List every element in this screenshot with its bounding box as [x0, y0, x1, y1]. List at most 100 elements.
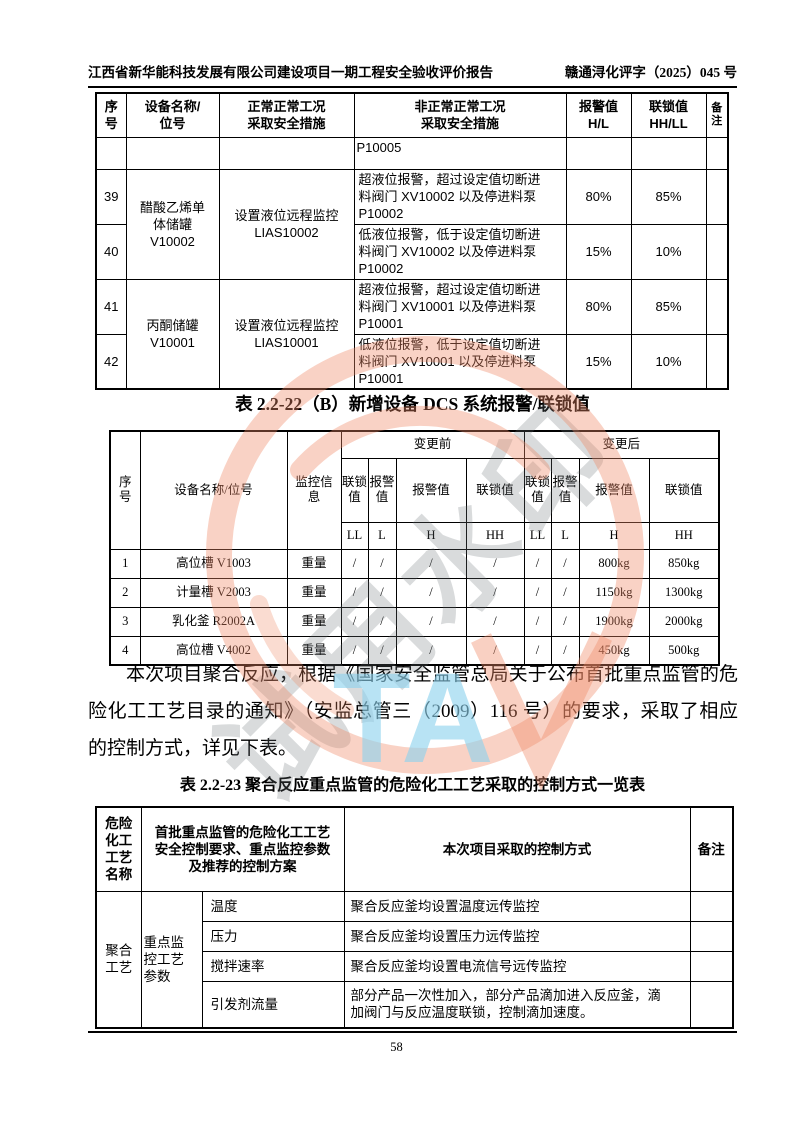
table-cell: / — [367, 606, 397, 637]
t1-note-cell — [705, 333, 729, 390]
t3-param-cell: 温度 — [201, 890, 345, 922]
t2-header-after: 变更后 — [523, 430, 720, 459]
t1-header-device: 设备名称/ 位号 — [125, 92, 220, 138]
t3-param-cell: 压力 — [201, 920, 345, 952]
t3-note-cell — [689, 950, 734, 982]
table-cell — [705, 136, 729, 170]
t2-info-cell: 重量 — [286, 577, 342, 608]
t1-measure-cell: 设置液位远程监控 LIAS10002 — [218, 168, 355, 280]
t1-interlock-cell: 10% — [630, 333, 707, 390]
t1-carry-cell: P10005 — [353, 136, 567, 170]
t2-header-interlock-ll: 联锁值 — [523, 457, 552, 523]
t1-header-seq: 序 号 — [95, 92, 127, 138]
table-cell: / — [340, 548, 369, 579]
page-header: 江西省新华能科技发展有限公司建设项目一期工程安全验收评价报告 赣通浔化评字（20… — [88, 61, 737, 88]
table-cell: / — [340, 577, 369, 608]
table-cell: / — [340, 635, 369, 666]
t2-sub-label: HH — [648, 521, 720, 550]
t2-row-no: 4 — [109, 635, 141, 666]
t1-row-no: 41 — [95, 278, 127, 335]
t2-info-cell: 重量 — [286, 606, 342, 637]
page-number: 58 — [390, 1040, 403, 1054]
table-cell: / — [395, 577, 467, 608]
t3-header-process-name: 危险 化工 工艺 名称 — [95, 806, 142, 892]
t1-interlock-cell: 85% — [630, 168, 707, 225]
t2-alarm-after: 450kg — [578, 635, 650, 666]
t2-device-cell: 乳化釜 R2002A — [139, 606, 288, 637]
t2-header-alarm-l: 报警值 — [550, 457, 580, 523]
table-cell: / — [395, 548, 467, 579]
t3-param-cell: 搅拌速率 — [201, 950, 345, 982]
table-cell: / — [523, 606, 552, 637]
t2-header-alarm-h: 报警值 — [395, 457, 467, 523]
t2-sub-label: HH — [465, 521, 525, 550]
table-cell: / — [340, 606, 369, 637]
table-cell: / — [550, 635, 580, 666]
t1-alarm-cell: 80% — [565, 168, 632, 225]
table-cell: / — [550, 577, 580, 608]
t2-row-no: 3 — [109, 606, 141, 637]
t1-note-cell — [705, 223, 729, 280]
process-control-table: 危险 化工 工艺 名称 首批重点监管的危险化工工艺 安全控制要求、重点监控参数 … — [95, 806, 734, 1029]
table-cell: / — [367, 548, 397, 579]
t2-header-interlock-hh: 联锁值 — [648, 457, 720, 523]
t3-note-cell — [689, 890, 734, 922]
t3-note-cell — [689, 920, 734, 952]
t1-row-no: 40 — [95, 223, 127, 280]
dcs-alarm-interlock-table: 序 号 设备名称/ 位号 正常正常工况 采取安全措施 非正常正常工况 采取安全措… — [95, 92, 729, 390]
table-cell: / — [395, 606, 467, 637]
table-cell: / — [523, 548, 552, 579]
table-cell: / — [465, 548, 525, 579]
t2-alarm-after: 800kg — [578, 548, 650, 579]
t2-info-cell: 重量 — [286, 548, 342, 579]
table-cell — [218, 136, 355, 170]
table-cell — [95, 136, 127, 170]
t3-header-method: 本次项目采取的控制方式 — [343, 806, 691, 892]
t1-header-alarm: 报警值 H/L — [565, 92, 632, 138]
table-cell — [565, 136, 632, 170]
t3-process-cell: 聚合 工艺 — [95, 890, 142, 1029]
t1-measure-cell: 设置液位远程监控 LIAS10001 — [218, 278, 355, 390]
footer-rule — [88, 1031, 737, 1033]
t2-row-no: 1 — [109, 548, 141, 579]
change-before-after-table: 序 号 设备名称/位号 监控信 息 变更前 变更后 联锁值 报警值 报警值 联锁… — [109, 430, 721, 666]
t2-device-cell: 计量槽 V2003 — [139, 577, 288, 608]
t1-header-abnormal: 非正常正常工况 采取安全措施 — [353, 92, 567, 138]
header-doc-number: 赣通浔化评字（2025）045 号 — [564, 65, 737, 80]
table-cell: / — [395, 635, 467, 666]
t2-header-info: 监控信 息 — [286, 430, 342, 550]
t3-method-cell: 聚合反应釜均设置压力远传监控 — [343, 920, 691, 952]
t2-header-interlock-ll: 联锁值 — [340, 457, 369, 523]
t2-row-no: 2 — [109, 577, 141, 608]
table1-caption: 表 2.2-22（B）新增设备 DCS 系统报警/联锁值 — [235, 394, 590, 414]
t2-sub-label: H — [395, 521, 467, 550]
t1-row-no: 39 — [95, 168, 127, 225]
t1-abnormal-cell: 超液位报警，超过设定值切断进 料阀门 XV10001 以及停进料泵 P10001 — [353, 278, 567, 335]
t1-alarm-cell: 15% — [565, 333, 632, 390]
table-cell: / — [523, 635, 552, 666]
table-cell: / — [465, 635, 525, 666]
t3-header-note: 备注 — [689, 806, 734, 892]
t2-sub-label: LL — [523, 521, 552, 550]
t2-sub-label: L — [367, 521, 397, 550]
t3-method-cell: 聚合反应釜均设置温度远传监控 — [343, 890, 691, 922]
t2-header-alarm-h: 报警值 — [578, 457, 650, 523]
t2-header-device: 设备名称/位号 — [139, 430, 288, 550]
t2-sub-label: L — [550, 521, 580, 550]
t1-alarm-cell: 15% — [565, 223, 632, 280]
t3-method-cell: 部分产品一次性加入，部分产品滴加进入反应釜，滴 加阀门与反应温度联锁，控制滴加速… — [343, 980, 691, 1029]
t3-header-requirements: 首批重点监管的危险化工工艺 安全控制要求、重点监控参数 及推荐的控制方案 — [140, 806, 345, 892]
t1-interlock-cell: 85% — [630, 278, 707, 335]
t2-interlock-after: 2000kg — [648, 606, 720, 637]
t1-note-cell — [705, 168, 729, 225]
t2-header-before: 变更前 — [340, 430, 525, 459]
t1-header-normal: 正常正常工况 采取安全措施 — [218, 92, 355, 138]
t2-sub-label: LL — [340, 521, 369, 550]
t2-alarm-after: 1900kg — [578, 606, 650, 637]
t2-device-cell: 高位槽 V1003 — [139, 548, 288, 579]
table-cell: / — [367, 577, 397, 608]
t2-interlock-after: 850kg — [648, 548, 720, 579]
table3-caption: 表 2.2-23 聚合反应重点监管的危险化工工艺采取的控制方式一览表 — [179, 777, 646, 794]
t1-note-cell — [705, 278, 729, 335]
t1-row-no: 42 — [95, 333, 127, 390]
